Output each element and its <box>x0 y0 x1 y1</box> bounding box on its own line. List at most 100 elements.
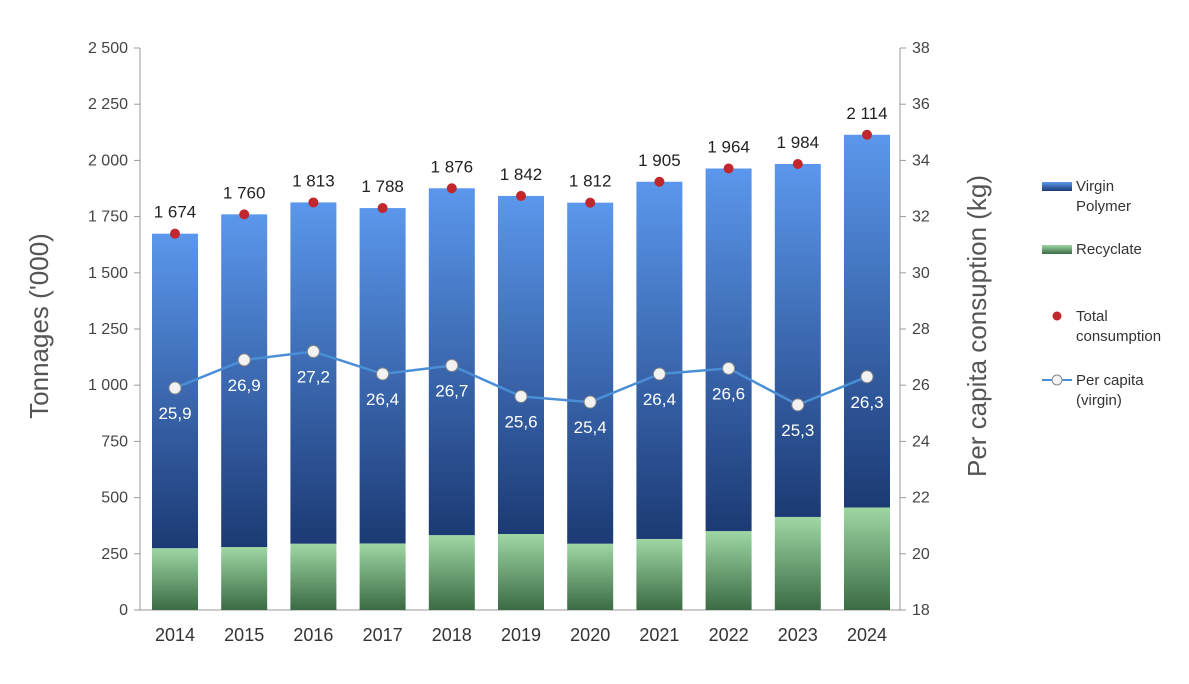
per-capita-value-label: 25,9 <box>158 404 191 423</box>
x-tick-label: 2022 <box>709 625 749 645</box>
y-tick-label: 1 000 <box>88 377 128 394</box>
x-tick-label: 2018 <box>432 625 472 645</box>
legend-swatch-per-capita-marker <box>1051 374 1063 386</box>
total-value-label: 1 905 <box>638 151 681 170</box>
legend-label: consumption <box>1076 328 1161 345</box>
bar-virgin-polymer <box>567 202 614 544</box>
bar-recyclate <box>221 547 268 610</box>
total-consumption-marker <box>239 209 250 220</box>
x-tick-label: 2024 <box>847 625 887 645</box>
per-capita-value-label: 27,2 <box>297 367 330 386</box>
total-value-label: 1 984 <box>777 133 820 152</box>
bar-virgin-polymer <box>221 214 268 548</box>
per-capita-marker <box>376 367 390 381</box>
total-value-label: 1 876 <box>431 157 474 176</box>
per-capita-marker <box>791 398 805 412</box>
bar-virgin-polymer <box>844 134 890 508</box>
total-value-label: 1 812 <box>569 172 612 191</box>
y2-tick-label: 34 <box>912 152 930 169</box>
total-consumption-marker <box>446 183 457 194</box>
bar-recyclate <box>152 548 198 610</box>
y-tick-label: 500 <box>101 490 128 507</box>
total-consumption-marker <box>862 129 872 140</box>
y2-tick-label: 36 <box>912 96 930 113</box>
per-capita-value-label: 26,7 <box>435 382 468 401</box>
bar-recyclate <box>498 534 544 610</box>
legend-swatch-virgin <box>1042 182 1072 191</box>
x-tick-label: 2020 <box>570 625 610 645</box>
bar-virgin-polymer <box>498 195 544 535</box>
x-tick-label: 2015 <box>224 625 264 645</box>
legend-label: Recyclate <box>1076 241 1142 258</box>
x-tick-label: 2019 <box>501 625 541 645</box>
y-tick-label: 1 750 <box>88 209 128 226</box>
total-value-label: 1 674 <box>154 203 197 222</box>
bar-recyclate <box>290 543 337 610</box>
bar-virgin-polymer <box>774 163 821 517</box>
per-capita-marker <box>860 370 874 384</box>
per-capita-value-label: 25,6 <box>504 412 537 431</box>
total-consumption-marker <box>170 228 180 239</box>
total-value-label: 1 964 <box>707 137 750 156</box>
y2-tick-label: 32 <box>912 209 930 226</box>
bar-virgin-polymer <box>290 202 337 544</box>
per-capita-marker <box>237 353 251 367</box>
bar-recyclate <box>567 543 614 610</box>
y-axis-title: Tonnages ('000) <box>24 233 54 419</box>
per-capita-marker <box>583 395 597 409</box>
per-capita-marker <box>445 359 459 373</box>
bar-recyclate <box>359 543 406 610</box>
legend-label: Total <box>1076 308 1108 325</box>
legend-label: Polymer <box>1076 198 1131 215</box>
y2-tick-label: 28 <box>912 321 930 338</box>
x-tick-label: 2016 <box>293 625 333 645</box>
total-consumption-marker <box>723 163 734 174</box>
bar-recyclate <box>636 538 683 610</box>
y2-axis-title: Per capita consuption (kg) <box>962 175 992 477</box>
y2-tick-label: 22 <box>912 490 930 507</box>
y2-tick-label: 30 <box>912 265 930 282</box>
y-tick-label: 750 <box>101 433 128 450</box>
axes: 0 250 500 750 1 000 1 250 1 500 1 750 2 000 2 250… <box>88 40 930 645</box>
x-tick-label: 2023 <box>778 625 818 645</box>
per-capita-value-label: 26,3 <box>850 393 883 412</box>
total-consumption-marker <box>792 158 803 169</box>
total-consumption-marker <box>516 190 526 201</box>
per-capita-value-label: 26,4 <box>366 390 399 409</box>
bar-recyclate <box>428 535 475 610</box>
per-capita-value-label: 26,4 <box>643 390 676 409</box>
total-consumption-marker <box>585 197 596 208</box>
bar-virgin-polymer <box>705 168 752 532</box>
bar-virgin-polymer <box>636 181 683 539</box>
per-capita-marker <box>652 367 666 381</box>
bars <box>152 134 890 610</box>
y-tick-label: 2 000 <box>88 152 128 169</box>
y-tick-label: 2 500 <box>88 40 128 57</box>
y2-tick-label: 20 <box>912 546 930 563</box>
per-capita-value-label: 26,9 <box>228 376 261 395</box>
per-capita-marker <box>722 361 736 375</box>
legend-swatch-recyclate <box>1042 245 1072 254</box>
per-capita-marker <box>514 389 528 403</box>
total-markers: 1 674 1 760 1 813 1 788 1 876 1 842 1 812 1 905… <box>154 104 888 239</box>
total-consumption-marker <box>308 197 319 208</box>
y-tick-label: 0 <box>119 602 128 619</box>
total-value-label: 1 788 <box>361 177 404 196</box>
legend-label: Per capita <box>1076 372 1144 389</box>
x-tick-label: 2014 <box>155 625 195 645</box>
total-value-label: 1 813 <box>292 171 335 190</box>
y2-tick-label: 38 <box>912 40 930 57</box>
bar-recyclate <box>705 531 752 610</box>
legend-swatch-total <box>1052 311 1062 321</box>
per-capita-marker <box>168 381 182 395</box>
bar-recyclate <box>774 516 821 610</box>
per-capita-value-label: 25,4 <box>574 418 607 437</box>
total-value-label: 1 842 <box>500 165 543 184</box>
per-capita-marker <box>306 344 320 358</box>
y-tick-label: 250 <box>101 546 128 563</box>
y2-tick-label: 24 <box>912 433 930 450</box>
x-tick-label: 2017 <box>363 625 403 645</box>
per-capita-value-label: 26,6 <box>712 384 745 403</box>
bar-recyclate <box>844 507 890 610</box>
